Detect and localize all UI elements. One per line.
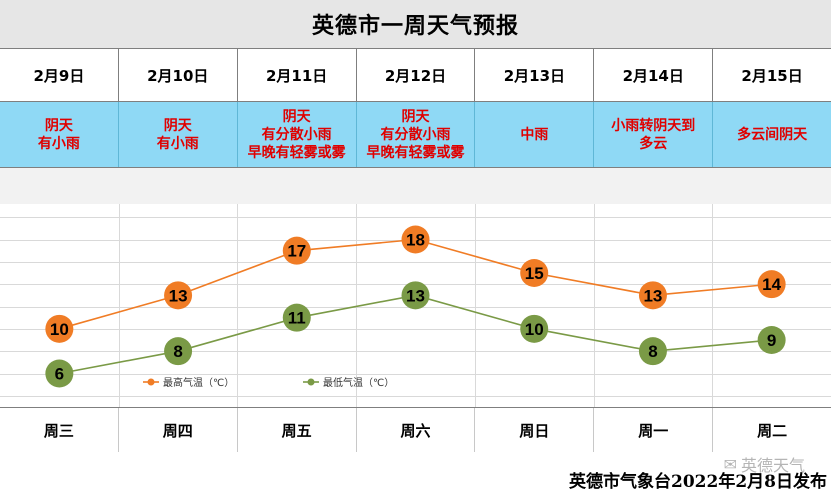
condition-cell: 阴天 有分散小雨 早晚有轻雾或雾 [357,102,476,167]
low-temp-label: 6 [55,365,64,384]
condition-cell: 中雨 [475,102,595,167]
low-temp-marker [638,337,667,366]
weekday-cell: 周日 [475,408,595,452]
legend-label: 最高气温（℃） [163,376,234,389]
temperature-chart-svg: 10 13 17 18 15 13 14 6 8 11 13 10 8 9 最高气温（℃） 最低气温（℃） [0,204,831,407]
low-temp-label: 11 [288,309,306,328]
high-temp-label: 18 [406,231,425,250]
low-temp-label: 13 [406,286,425,305]
date-cell: 2月11日 [238,49,357,101]
weekday-cell: 周五 [238,408,357,452]
watermark-text: 英德天气 [740,456,805,475]
date-cell: 2月9日 [0,49,119,101]
date-cell: 2月10日 [119,49,238,101]
condition-cell: 阴天 有分散小雨 早晚有轻雾或雾 [238,102,357,167]
low-temp-label: 8 [648,342,657,361]
high-temp-marker [45,314,74,343]
low-temp-marker [164,337,193,366]
condition-cell: 阴天 有小雨 [0,102,119,167]
weekday-cell: 周一 [594,408,714,452]
high-temp-label: 14 [762,275,781,294]
date-cell: 2月13日 [475,49,595,101]
high-temp-marker [401,225,430,254]
high-temp-label: 17 [287,242,306,261]
weekday-cell: 周四 [119,408,238,452]
condition-cell: 小雨转阴天到 多云 [594,102,714,167]
date-cell: 2月12日 [357,49,476,101]
high-temp-marker [282,236,311,265]
legend-swatch-marker [307,378,315,386]
high-temp-label: 13 [169,286,188,305]
high-temp-marker [520,259,549,287]
footer: ✉ 英德天气 英德市气象台2022年2月8日发布 [0,452,831,500]
low-temp-label: 8 [173,342,182,361]
legend-label: 最低气温（℃） [323,376,394,389]
date-row: 2月9日 2月10日 2月11日 2月12日 2月13日 2月14日 2月15日 [0,49,831,102]
high-temp-label: 13 [643,286,662,305]
condition-cell: 阴天 有小雨 [119,102,238,167]
high-temp-marker [638,281,667,310]
date-cell: 2月15日 [741,66,803,85]
low-temp-marker [282,303,311,332]
low-temp-marker [401,281,430,310]
weekday-row: 周三 周四 周五 周六 周日 周一 周二 [0,407,831,453]
spacer-band [0,168,831,204]
high-temp-marker [757,270,786,299]
low-temp-label: 9 [767,331,776,350]
condition-row: 阴天 有小雨 阴天 有小雨 阴天 有分散小雨 早晚有轻雾或雾 阴天 有分散小雨 … [0,102,831,168]
watermark: ✉ 英德天气 [724,452,805,476]
weekday-cell: 周六 [357,408,476,452]
weekday-cell: 周二 [757,421,788,440]
low-temp-label: 10 [525,320,544,339]
date-cell: 2月14日 [594,49,714,101]
page-title: 英德市一周天气预报 [0,0,831,49]
condition-cell: 多云间阴天 [737,126,808,143]
wechat-icon: ✉ [723,454,737,474]
high-temp-marker [164,281,193,310]
weekday-cell: 周三 [0,408,119,452]
temperature-chart: 10 13 17 18 15 13 14 6 8 11 13 10 8 9 最高气温（℃） 最低气温（℃） [0,204,831,407]
low-temp-marker [757,326,786,354]
high-temp-label: 10 [50,320,69,339]
low-temp-marker [45,359,74,388]
low-temp-marker [520,314,549,343]
publisher-note: 英德市气象台2022年2月8日发布 [569,472,827,492]
high-temp-label: 15 [525,264,544,283]
legend-swatch-marker [147,378,155,386]
